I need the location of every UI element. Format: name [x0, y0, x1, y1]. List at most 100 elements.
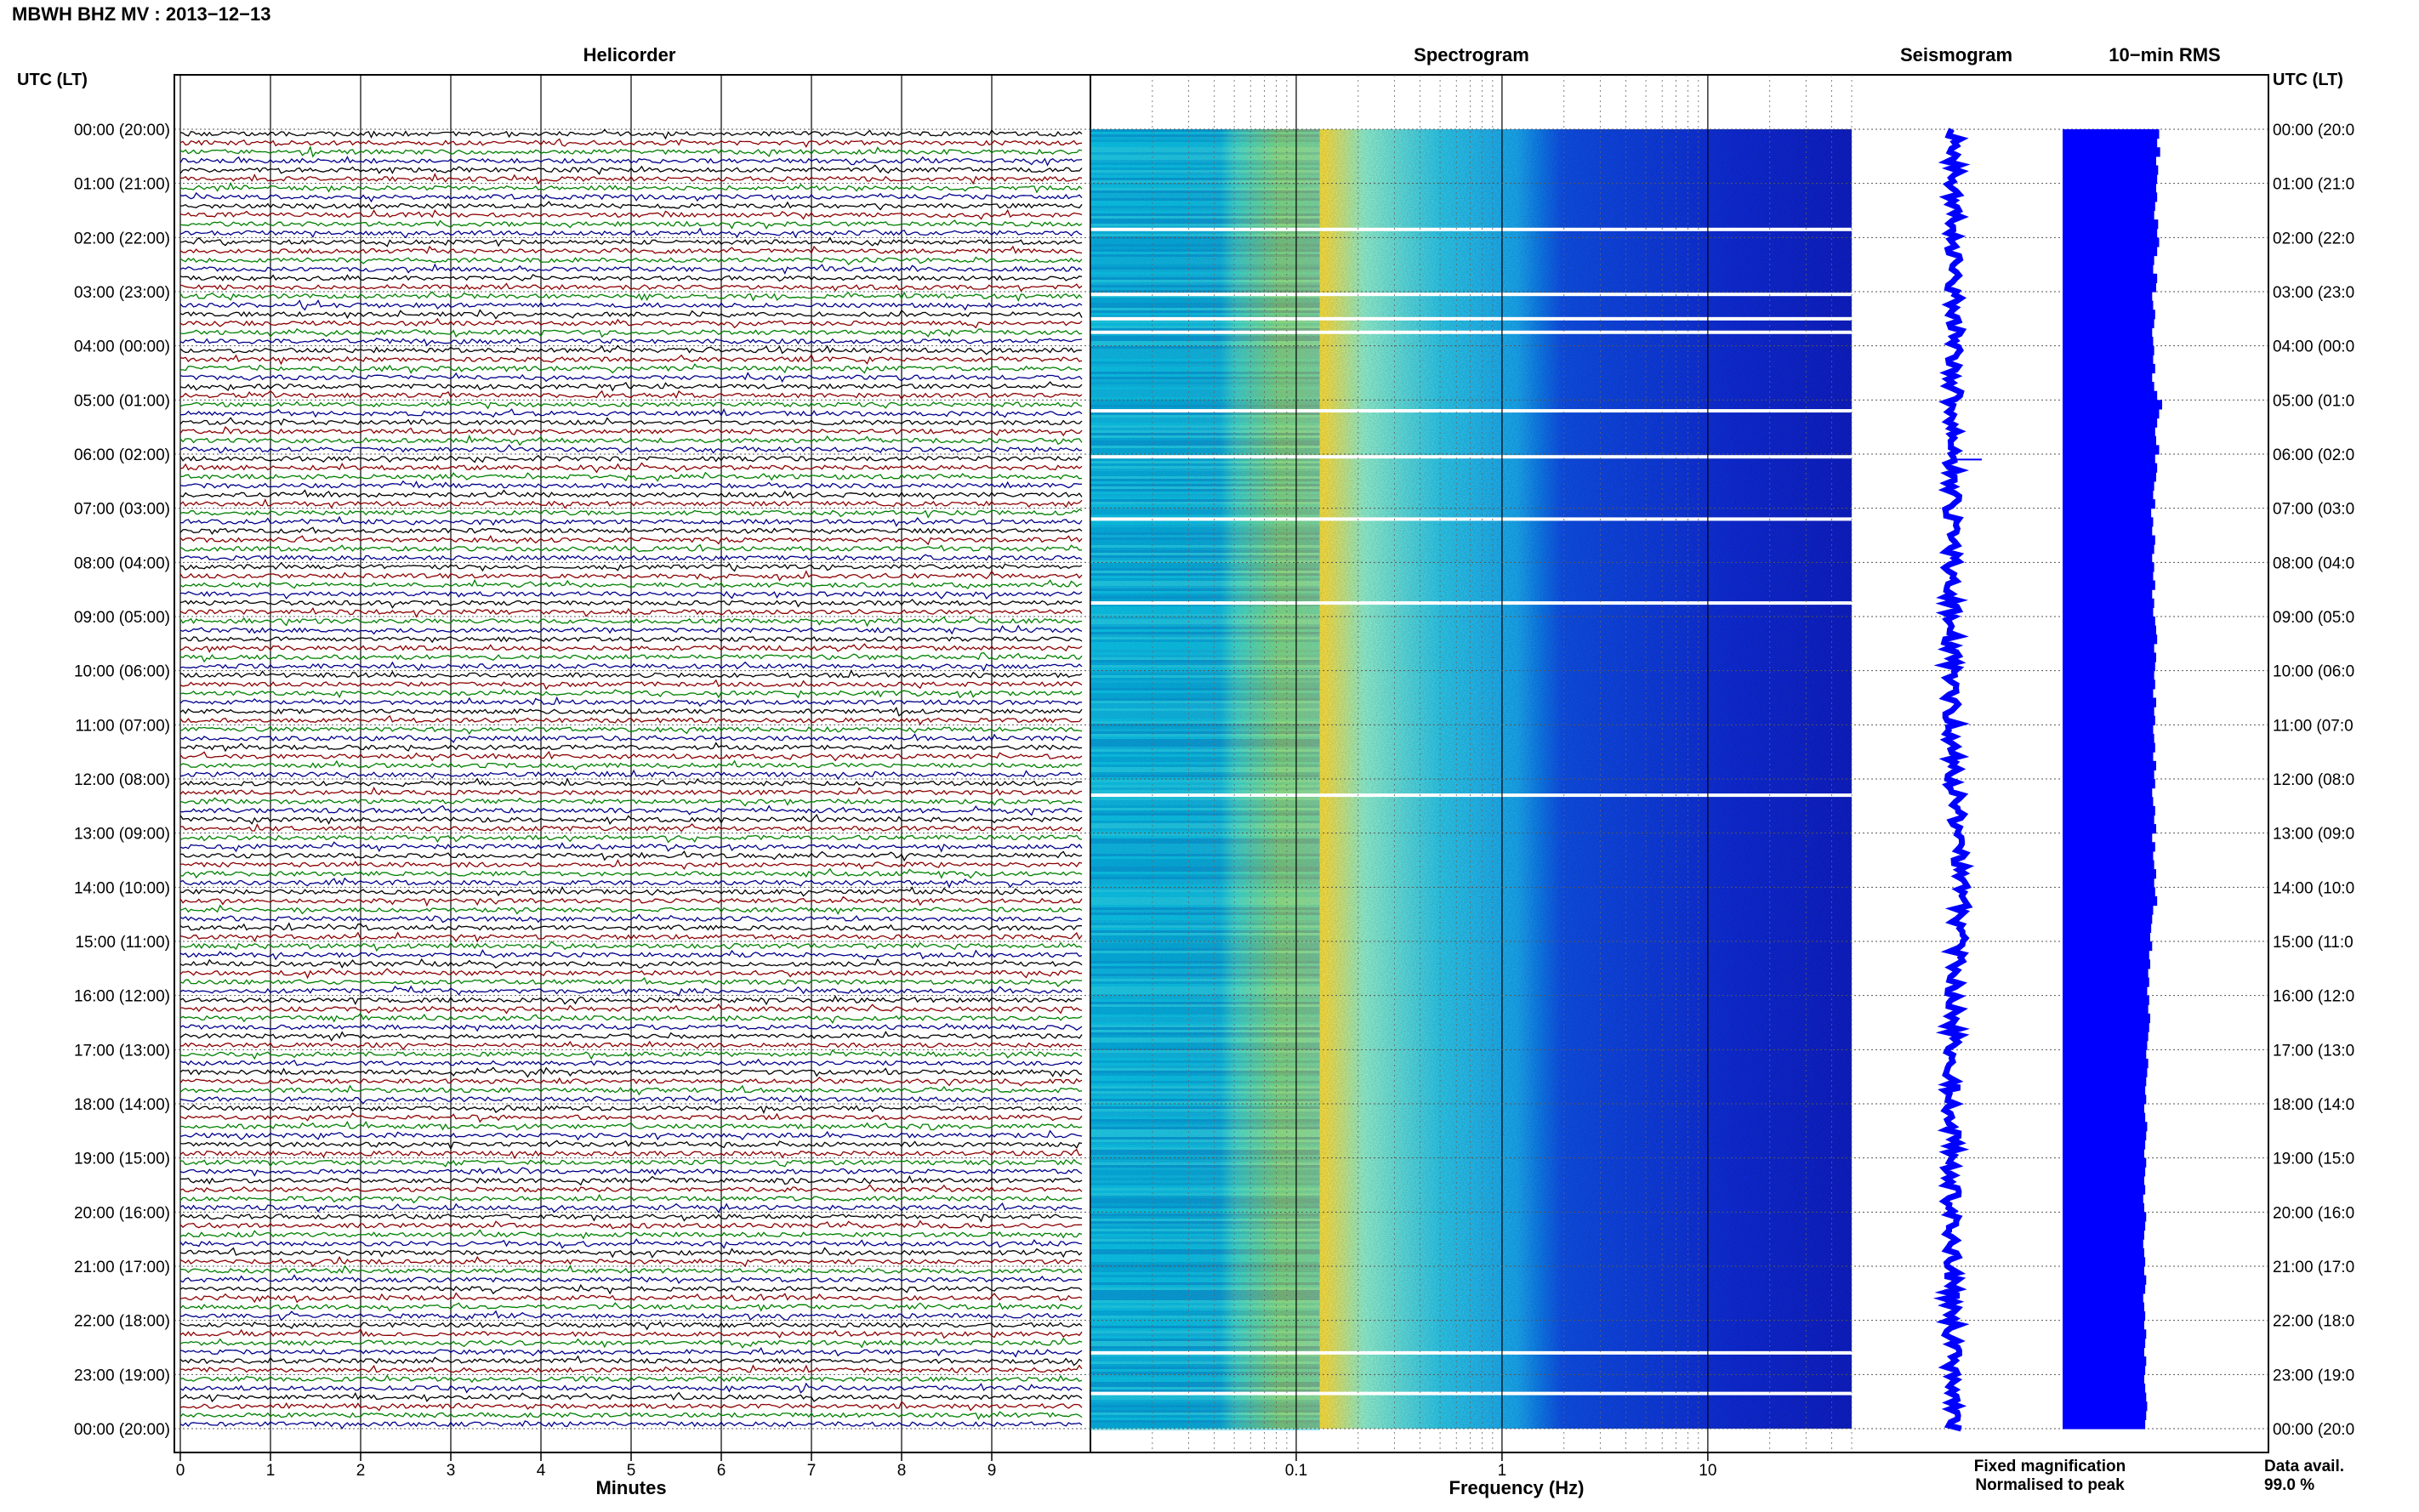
rms-bar — [2063, 1194, 2143, 1204]
helicorder-trace — [179, 750, 1083, 762]
spectrogram-band — [1090, 1162, 1320, 1165]
helicorder-trace — [179, 1112, 1083, 1123]
helicorder-trace — [179, 1321, 1083, 1331]
helicorder-trace — [179, 858, 1083, 871]
spectrogram-band — [1090, 543, 1320, 545]
spectrogram-band — [1090, 1178, 1320, 1180]
helicorder-trace — [179, 562, 1083, 572]
rms-bar — [2063, 1185, 2146, 1195]
time-label-left: 19:00 (15:00) — [74, 1151, 170, 1168]
rms-bar — [2063, 427, 2155, 437]
rms-bar — [2063, 382, 2154, 392]
spectrogram-band — [1090, 476, 1320, 479]
helicorder-trace — [179, 1420, 1083, 1430]
rms-bar — [2063, 824, 2156, 834]
rms-bar — [2063, 337, 2154, 347]
spectrogram-band — [1090, 826, 1320, 828]
helicorder-trace — [179, 995, 1083, 1006]
rms-bar — [2063, 445, 2160, 455]
spectrogram-band — [1090, 1137, 1320, 1140]
frequency-axis-label: Frequency (Hz) — [1449, 1477, 1585, 1498]
spectrogram-band — [1090, 295, 1320, 298]
spectrogram-band — [1090, 976, 1320, 979]
spectrogram-band — [1090, 1310, 1320, 1313]
spectrogram-band — [1090, 190, 1320, 193]
spectrogram-band — [1090, 713, 1320, 716]
rms-bar — [2063, 1212, 2147, 1222]
spectrogram-band — [1090, 841, 1320, 844]
spectrogram-band — [1090, 1002, 1320, 1004]
rms-bar — [2063, 1365, 2146, 1375]
spectrogram-low-freq-bands — [1090, 129, 1320, 1430]
spectrogram-band — [1090, 185, 1320, 188]
helicorder-trace — [179, 1213, 1083, 1223]
spectrogram-band — [1090, 958, 1320, 961]
helicorder-frame — [174, 74, 1091, 1453]
time-label-left: 00:00 (20:00) — [74, 1421, 170, 1439]
rms-bar — [2063, 833, 2153, 843]
minute-tick-label: 6 — [717, 1462, 726, 1480]
spectrogram-band — [1090, 203, 1320, 206]
spectrogram-band — [1090, 770, 1320, 772]
spectrogram-band — [1090, 1328, 1320, 1331]
spectrogram-band — [1090, 481, 1320, 484]
spectrogram-band — [1090, 1094, 1320, 1096]
helicorder-trace — [179, 299, 1083, 311]
spectrogram-band — [1090, 412, 1320, 415]
spectrogram-band — [1090, 1323, 1320, 1326]
spectrogram-band — [1090, 315, 1320, 318]
helicorder-trace — [179, 635, 1083, 644]
spectrogram-band — [1090, 1374, 1320, 1377]
spectrogram-band — [1090, 1254, 1320, 1257]
time-label-right: 00:00 (20:0 — [2273, 1421, 2354, 1439]
rms-bar — [2063, 670, 2154, 680]
spectrogram-band — [1090, 1152, 1320, 1155]
spectrogram-band — [1090, 469, 1320, 471]
time-label-left: 16:00 (12:00) — [74, 988, 170, 1006]
spectrogram-band — [1090, 1282, 1320, 1285]
rms-bar — [2063, 634, 2158, 645]
spectrogram-band — [1090, 308, 1320, 310]
spectrogram-band — [1090, 1117, 1320, 1119]
rms-bar — [2063, 1085, 2146, 1095]
spectrogram-band — [1090, 1173, 1320, 1175]
spectrogram-band — [1090, 683, 1320, 685]
rms-bar — [2063, 1419, 2146, 1430]
rms-bar — [2063, 617, 2155, 627]
helicorder-trace — [179, 509, 1083, 519]
helicorder-trace — [179, 425, 1083, 437]
spectrogram-band — [1090, 1048, 1320, 1050]
rms-bar — [2063, 535, 2155, 545]
spectrogram-band — [1090, 1397, 1320, 1400]
spectrogram-band — [1090, 785, 1320, 787]
helicorder-trace — [179, 1104, 1083, 1115]
spectrogram-band — [1090, 884, 1320, 887]
spectrogram-band — [1090, 428, 1320, 430]
spectrogram-band — [1090, 900, 1320, 902]
rms-bar — [2063, 895, 2158, 907]
spectrogram-band — [1090, 1295, 1320, 1298]
spectrogram-band — [1090, 736, 1320, 739]
helicorder-trace — [179, 208, 1083, 220]
spectrogram-band — [1090, 1377, 1320, 1379]
helicorder-trace — [179, 353, 1083, 366]
time-label-right: 19:00 (15:0 — [2273, 1151, 2354, 1168]
rms-bar — [2063, 707, 2154, 717]
spectrogram-band — [1090, 484, 1320, 486]
rms-bar — [2063, 1275, 2147, 1285]
helicorder-trace — [179, 173, 1083, 185]
time-label-right: 17:00 (13:0 — [2273, 1042, 2354, 1060]
spectrogram-band — [1090, 818, 1320, 821]
spectrogram-band — [1090, 844, 1320, 846]
time-label-right: 08:00 (04:0 — [2273, 554, 2354, 572]
spectrogram-band — [1090, 1231, 1320, 1234]
helicorder-trace — [180, 1040, 1083, 1051]
rms-bar — [2063, 1266, 2144, 1276]
spectrogram-band — [1090, 1180, 1320, 1183]
spectrogram-band — [1090, 680, 1320, 683]
spectrogram-band — [1090, 1032, 1320, 1035]
spectrogram-band — [1090, 208, 1320, 211]
spectrogram-band — [1090, 502, 1320, 504]
spectrogram-band — [1090, 555, 1320, 558]
spectrogram-band — [1090, 1191, 1320, 1193]
